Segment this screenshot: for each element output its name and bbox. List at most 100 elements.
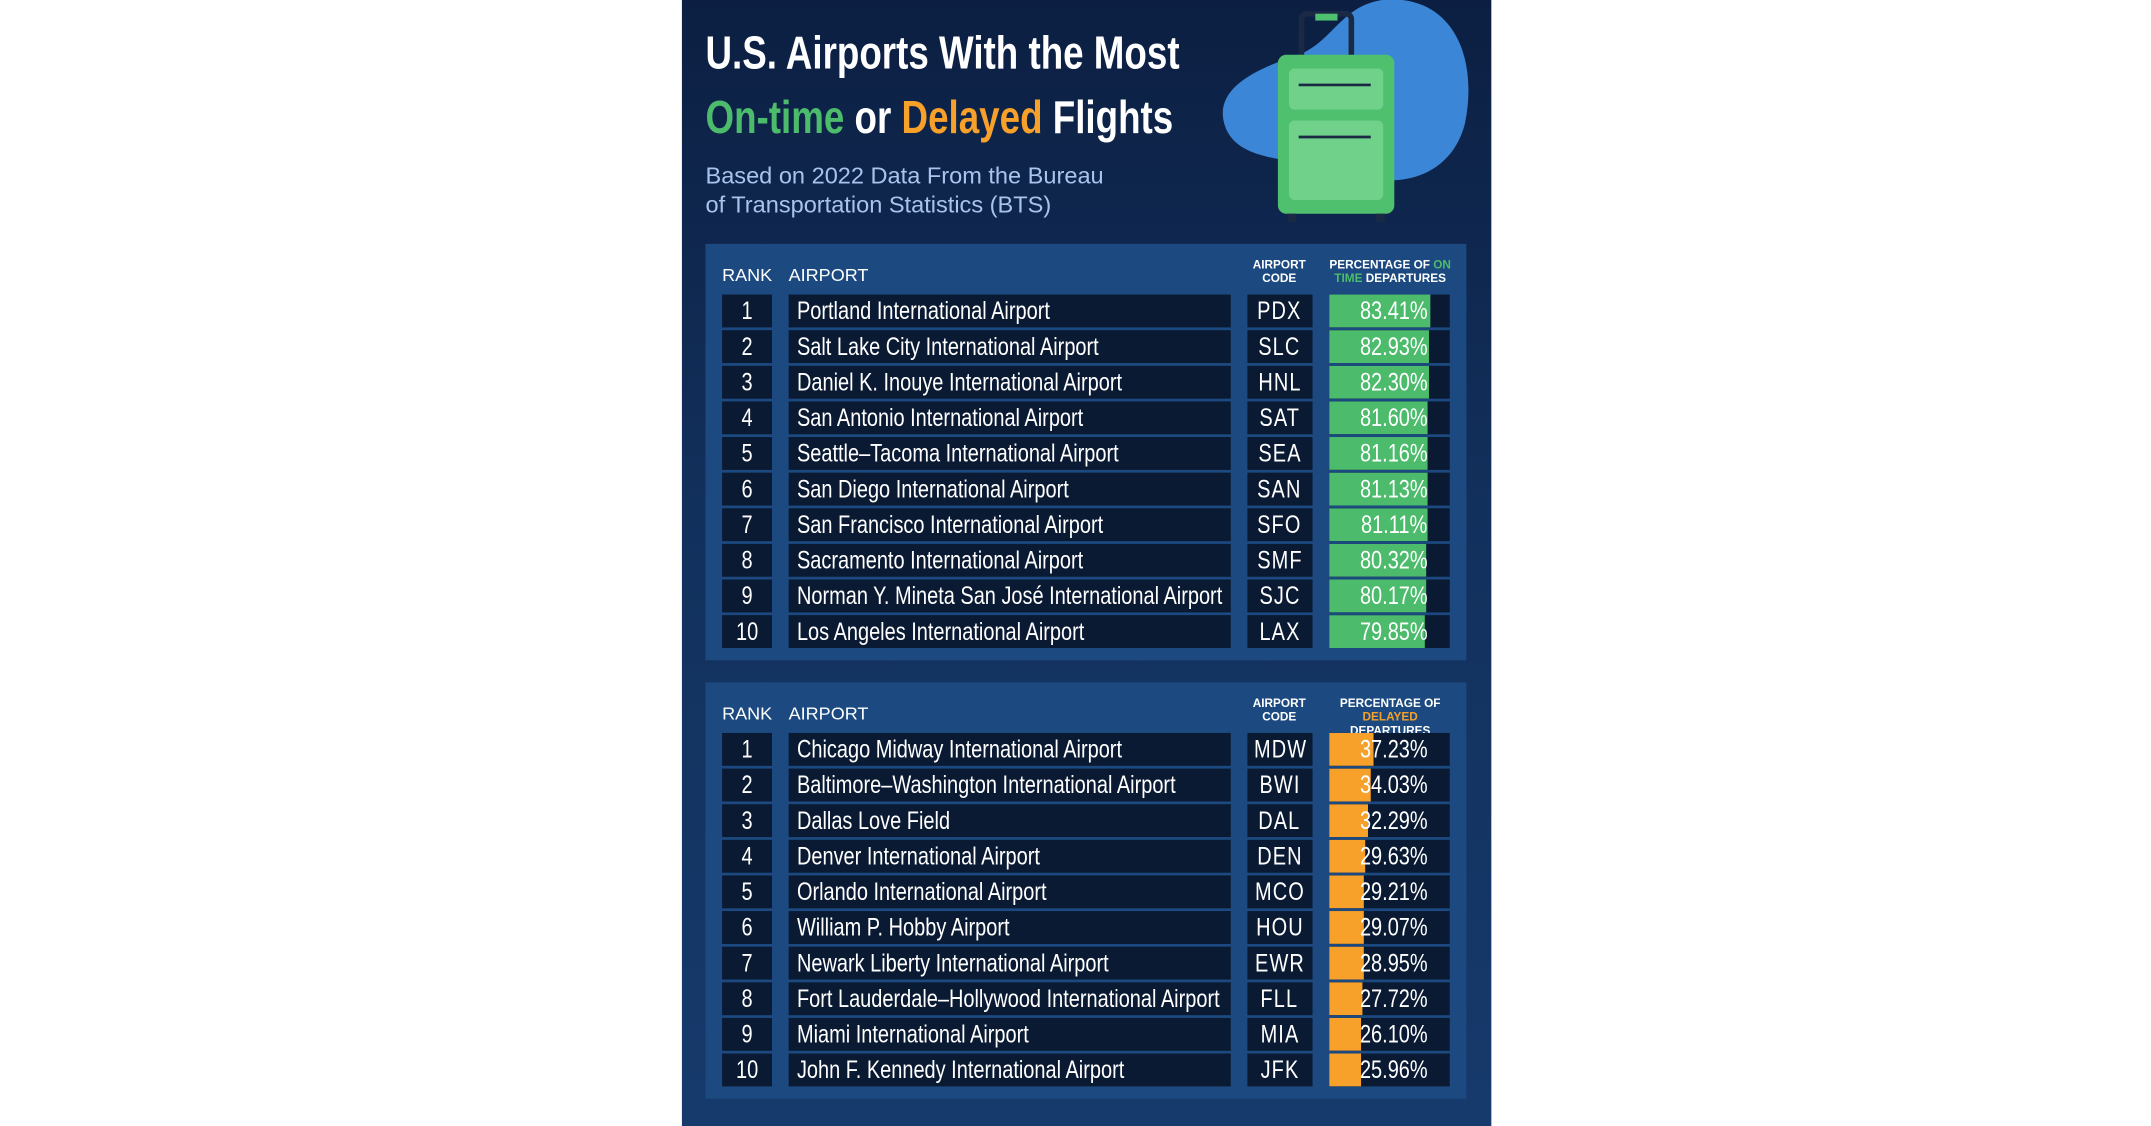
percent-bar (1329, 401, 1428, 435)
code-cell: SFO (1247, 508, 1313, 542)
column-header: RANK (722, 264, 773, 285)
percent-label: 82.30% (1359, 368, 1428, 396)
airport-name: Chicago Midway International Airport (796, 735, 1123, 764)
airport-cell: John F. Kennedy International Airport (788, 1053, 1231, 1087)
rank: 6 (741, 475, 753, 503)
column-header: AIRPORT (788, 702, 869, 724)
airport-name: Daniel K. Inouye International Airport (796, 368, 1123, 396)
percent-label: 83.41% (1359, 297, 1428, 325)
code-cell: MCO (1247, 875, 1313, 909)
percent-label: 27.72% (1359, 985, 1428, 1013)
column-header: PERCENTAGE OF DELAYED DEPARTURES (1324, 696, 1457, 737)
percent-bar (1329, 365, 1429, 399)
ranking-table: RANK AIRPORT AIRPORT CODE PERCENTAGE OF ON … (705, 243, 1467, 661)
column-header: AIRPORT CODE (1252, 257, 1306, 285)
airport-code: SMF (1257, 546, 1303, 575)
code-cell: SEA (1247, 437, 1313, 470)
infographic: U.S. Airports With the Most On-time or D… (681, 0, 1492, 1126)
percent-label: 80.17% (1359, 582, 1428, 610)
percent-label: 26.10% (1359, 1020, 1428, 1049)
percent-label: 28.95% (1359, 949, 1428, 977)
airport-code: SFO (1257, 511, 1303, 539)
title-word: Flights (1052, 91, 1174, 144)
airport-name: Norman Y. Mineta San José International … (796, 582, 1223, 610)
rank-cell: 1 (722, 732, 773, 766)
percent-cell: 81.11% (1329, 508, 1450, 542)
percent-bar (1329, 732, 1375, 766)
airport-name: Fort Lauderdale–Hollywood International … (796, 985, 1220, 1013)
airport-code: HNL (1258, 368, 1302, 396)
airport-code: LAX (1259, 617, 1301, 646)
title-word: or (854, 91, 892, 144)
percent-cell: 34.03% (1329, 768, 1450, 802)
rank-cell: 9 (722, 1017, 773, 1051)
rank-cell: 3 (722, 804, 773, 838)
percent-label: 81.60% (1359, 404, 1428, 432)
rank: 3 (741, 368, 753, 396)
percent-bar (1329, 437, 1428, 470)
pocket (1288, 120, 1384, 201)
title: U.S. Airports With the Most (705, 27, 1180, 80)
percent-label: 32.29% (1359, 806, 1428, 835)
airport-code: FLL (1261, 985, 1299, 1013)
airport-code: MCO (1255, 878, 1305, 906)
rank-cell: 2 (722, 330, 773, 364)
rank-cell: 5 (722, 875, 773, 909)
wheel (1287, 213, 1296, 222)
code-cell: EWR (1247, 946, 1313, 980)
code-cell: MDW (1247, 732, 1313, 766)
percent-cell: 29.63% (1329, 839, 1450, 873)
percent-cell: 32.29% (1329, 804, 1450, 838)
title-highlight: On-time (705, 91, 845, 144)
airport-name: San Antonio International Airport (796, 404, 1084, 432)
title: On-time or Delayed Flights (705, 92, 1173, 145)
percent-label: 81.16% (1359, 439, 1428, 468)
code-cell: HOU (1247, 911, 1313, 944)
percent-bar (1329, 1017, 1361, 1051)
rank-cell: 6 (722, 472, 773, 506)
percent-label: 29.63% (1359, 842, 1428, 870)
airport-name: San Francisco International Airport (796, 511, 1104, 539)
airport-name: John F. Kennedy International Airport (796, 1056, 1125, 1084)
column-header: AIRPORT (788, 264, 869, 285)
header-text: DEPARTURES (1365, 271, 1447, 285)
code-cell: FLL (1247, 982, 1313, 1016)
rank-cell: 7 (722, 946, 773, 980)
airport-code: SLC (1258, 332, 1302, 361)
airport-cell: San Diego International Airport (788, 472, 1231, 506)
airport-cell: San Antonio International Airport (788, 401, 1231, 435)
percent-label: 25.96% (1359, 1056, 1428, 1084)
airport-cell: Newark Liberty International Airport (788, 946, 1231, 980)
airport-code: SJC (1259, 582, 1301, 610)
percent-bar (1329, 839, 1365, 873)
percent-label: 82.93% (1359, 332, 1428, 361)
percent-bar (1329, 946, 1365, 980)
percent-cell: 37.23% (1329, 732, 1450, 766)
percent-bar (1329, 508, 1427, 542)
code-cell: MIA (1247, 1017, 1313, 1051)
percent-label: 81.11% (1361, 511, 1428, 539)
airport-name: Orlando International Airport (796, 878, 1047, 906)
airport-name: Los Angeles International Airport (796, 617, 1085, 646)
airport-code: DAL (1258, 806, 1302, 835)
airport-cell: Los Angeles International Airport (788, 615, 1231, 649)
rank-cell: 10 (722, 615, 773, 649)
percent-cell: 26.10% (1329, 1017, 1450, 1051)
percent-cell: 79.85% (1329, 615, 1450, 649)
percent-label: 80.32% (1359, 546, 1428, 575)
airport-cell: Salt Lake City International Airport (788, 330, 1231, 364)
subtitle: Based on 2022 Data From the Bureau (705, 163, 1104, 190)
rank-cell: 1 (722, 294, 773, 328)
percent-cell: 25.96% (1329, 1053, 1450, 1087)
code-cell: JFK (1247, 1053, 1313, 1087)
airport-name: Denver International Airport (796, 842, 1040, 870)
column-header: PERCENTAGE OF ON TIME DEPARTURES (1324, 258, 1457, 285)
airport-code: SAN (1257, 475, 1303, 503)
rank-cell: 5 (722, 437, 773, 470)
rank: 1 (741, 735, 753, 764)
code-cell: LAX (1247, 615, 1313, 649)
airport-code: SAT (1259, 404, 1301, 432)
percent-cell: 29.21% (1329, 875, 1450, 909)
percent-cell: 81.13% (1329, 472, 1450, 506)
percent-cell: 80.32% (1329, 543, 1450, 577)
